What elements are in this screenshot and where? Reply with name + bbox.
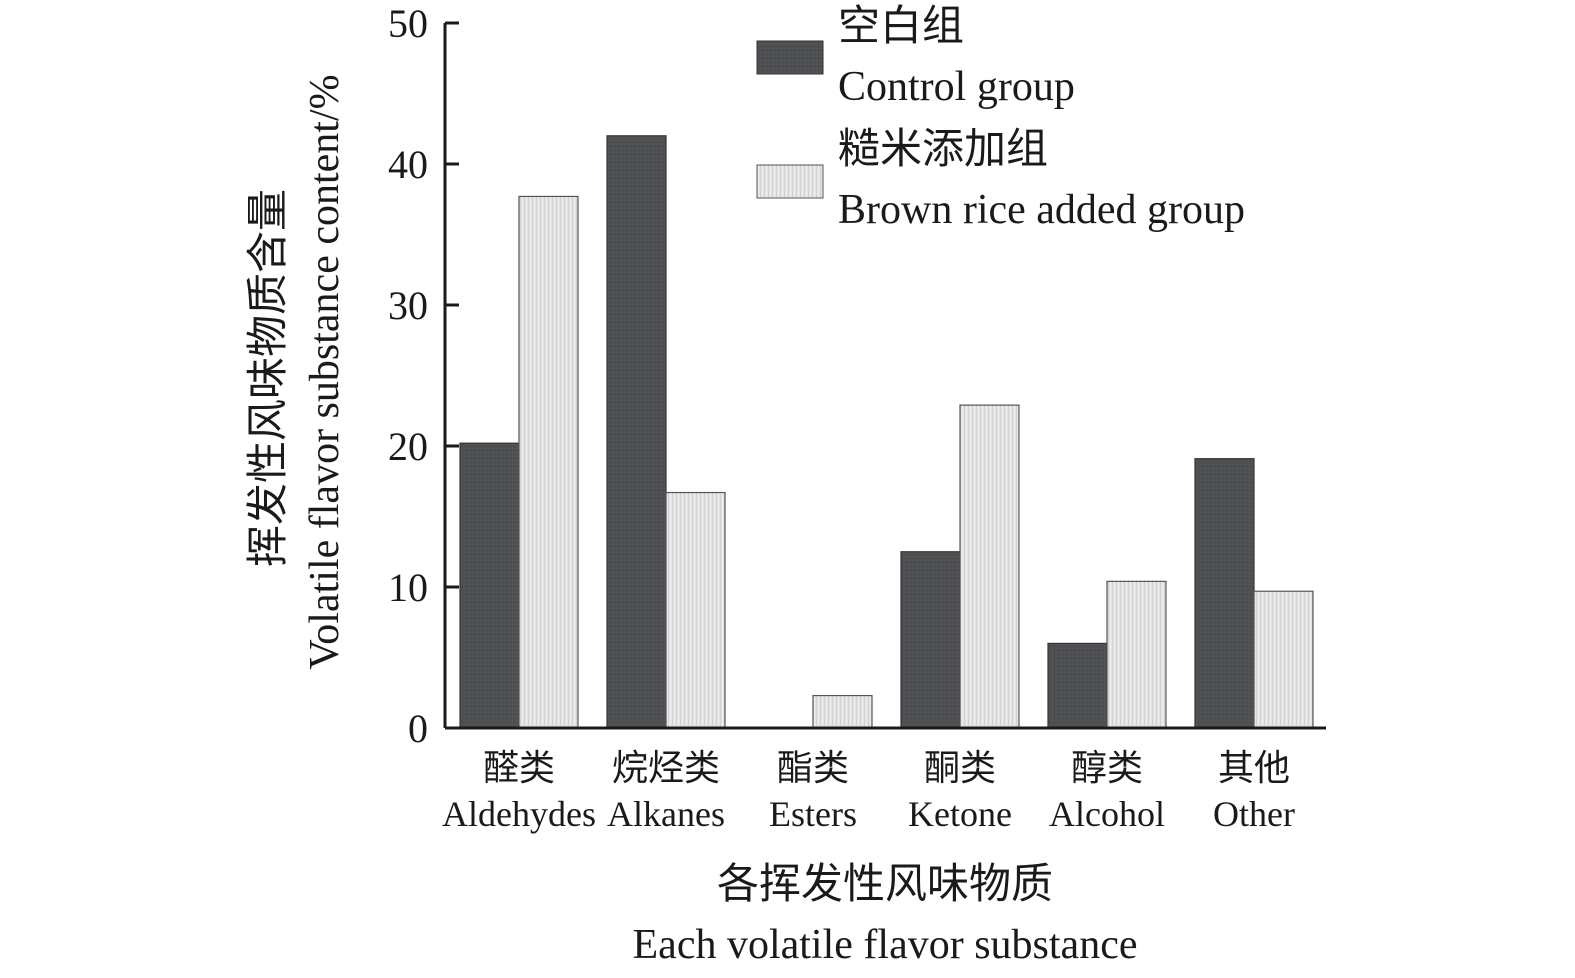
x-axis-title-cn: 各挥发性风味物质 [717, 861, 1053, 908]
y-tick-label-0: 0 [408, 706, 428, 751]
legend-swatch-control [756, 40, 824, 75]
axes-group [443, 23, 1326, 730]
legend-label-brown-rice-en: Brown rice added group [838, 187, 1245, 233]
bar-control-aldehydes [459, 442, 520, 729]
y-tick-label-20: 20 [388, 424, 428, 469]
x-axis-title-en: Each volatile flavor substance [633, 922, 1138, 968]
bar-brown-rice-ketone [959, 404, 1020, 729]
x-category-en-alcohol: Alcohol [1049, 794, 1165, 834]
x-category-cn-other: 其他 [1218, 748, 1290, 788]
x-category-cn-ketone: 酮类 [924, 748, 996, 788]
bar-brown-rice-alkanes [665, 491, 726, 729]
bar-brown-rice-esters [812, 694, 873, 729]
bar-control-ketone [900, 551, 961, 729]
y-tick-label-30: 30 [388, 283, 428, 328]
x-category-en-alkanes: Alkanes [607, 794, 725, 834]
x-category-cn-esters: 酯类 [777, 748, 849, 788]
bar-brown-rice-other [1253, 590, 1314, 729]
legend-label-brown-rice-cn: 糙米添加组 [838, 127, 1048, 173]
x-category-cn-alcohol: 醇类 [1071, 748, 1143, 788]
bar-control-other [1194, 458, 1255, 729]
y-tick-label-40: 40 [388, 142, 428, 187]
bar-control-alcohol [1047, 642, 1108, 729]
y-tick-label-50: 50 [388, 1, 428, 46]
bar-brown-rice-aldehydes [518, 195, 579, 729]
y-axis-title-cn: 挥发性风味物质含量 [246, 189, 292, 567]
y-tick-label-10: 10 [388, 565, 428, 610]
x-category-en-ketone: Ketone [908, 794, 1012, 834]
legend-label-control-en: Control group [838, 64, 1075, 110]
x-category-en-other: Other [1213, 794, 1295, 834]
bars-group [459, 135, 1314, 729]
x-category-en-esters: Esters [769, 794, 857, 834]
legend: 空白组 Control group 糙米添加组 Brown rice added… [756, 3, 1245, 233]
y-ticks-group: 0 10 20 30 40 50 [388, 1, 459, 751]
x-category-cn-alkanes: 烷烃类 [612, 748, 720, 788]
legend-swatch-brown-rice [756, 164, 824, 199]
y-axis-title-en: Volatile flavor substance content/% [302, 74, 348, 669]
x-category-en-aldehydes: Aldehydes [442, 794, 596, 834]
x-category-cn-aldehydes: 醛类 [483, 748, 555, 788]
x-categories-group: 醛类 Aldehydes 烷烃类 Alkanes 酯类 Esters 酮类 Ketone 醇类 A… [442, 748, 1295, 834]
bar-control-alkanes [606, 135, 667, 729]
legend-label-control-cn: 空白组 [838, 3, 964, 50]
bar-brown-rice-alcohol [1106, 580, 1167, 729]
